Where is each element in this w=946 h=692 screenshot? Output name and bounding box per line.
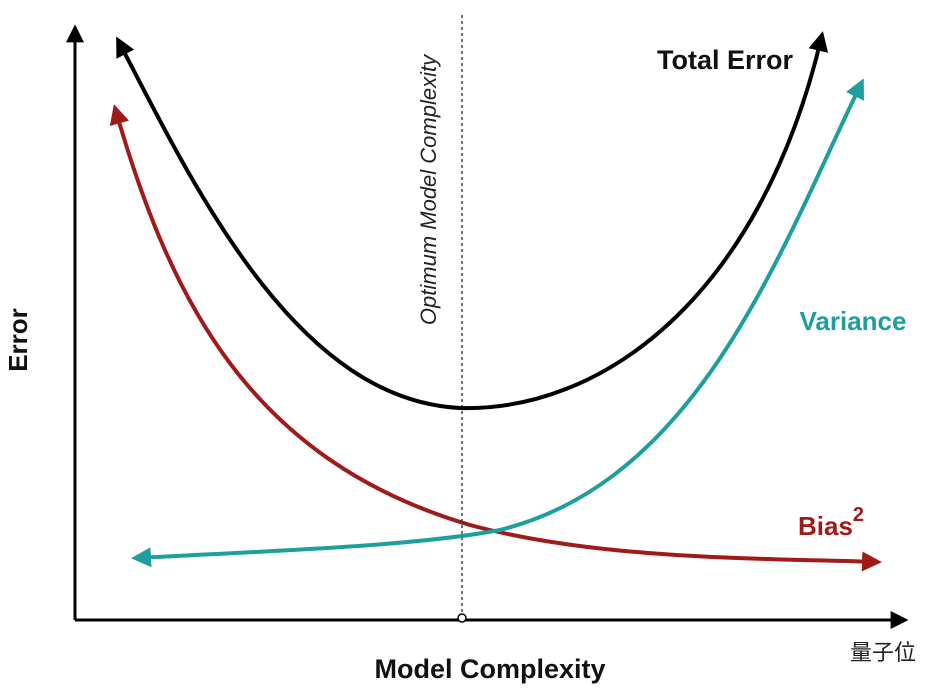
curve-label: Variance: [800, 306, 907, 336]
optimum-marker: [457, 613, 467, 623]
watermark: 量子位: [850, 640, 916, 665]
bias-curve: [109, 104, 882, 572]
curve-label-text: Bias: [798, 511, 853, 541]
optimum-label: Optimum Model Complexity: [416, 53, 441, 325]
curve-label-superscript: 2: [853, 504, 864, 526]
curve-label: Total Error: [657, 45, 794, 75]
x-axis-label: Model Complexity: [374, 654, 605, 684]
variance-curve: [131, 78, 864, 568]
curve-label: Bias2: [798, 504, 864, 541]
y-axis-label: Error: [3, 308, 33, 372]
